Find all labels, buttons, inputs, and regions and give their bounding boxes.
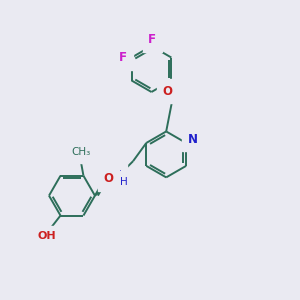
Text: N: N	[188, 133, 198, 146]
Text: N: N	[112, 169, 122, 182]
Text: H: H	[120, 177, 128, 187]
Text: CH₃: CH₃	[71, 147, 91, 157]
Text: O: O	[162, 85, 172, 98]
Text: F: F	[119, 51, 127, 64]
Text: OH: OH	[38, 231, 57, 241]
Text: F: F	[148, 33, 156, 46]
Text: O: O	[103, 172, 113, 185]
